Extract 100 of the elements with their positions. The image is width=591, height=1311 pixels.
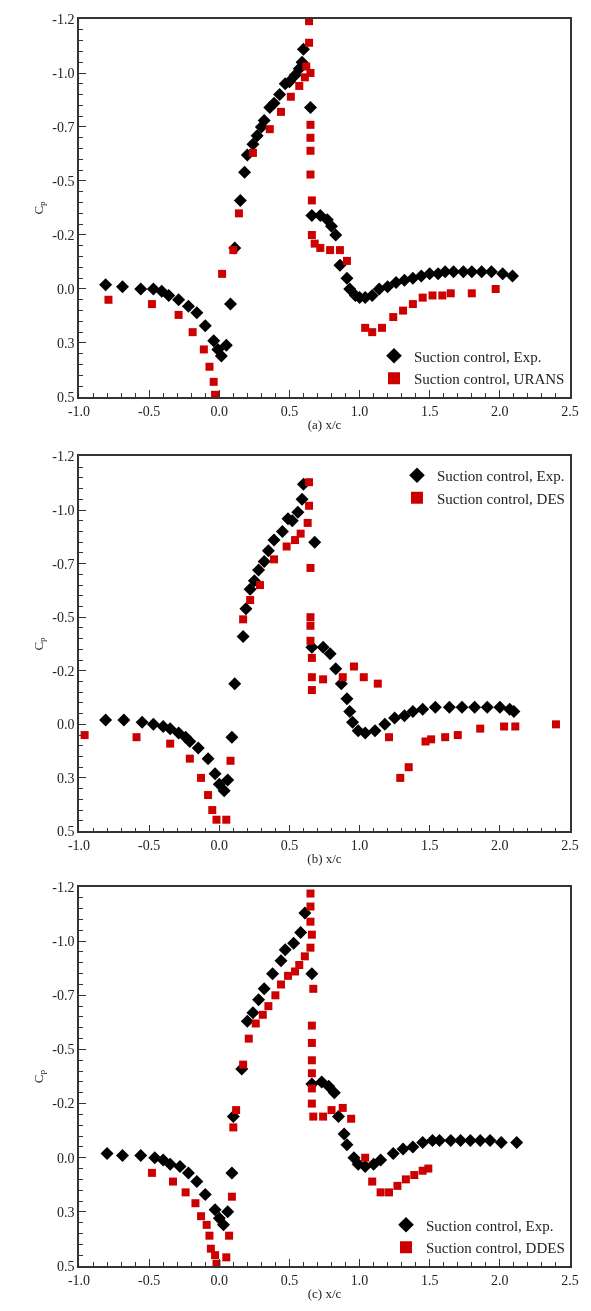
- point: [500, 722, 509, 731]
- point: [306, 902, 315, 911]
- x-tick-label: 2.0: [491, 403, 509, 419]
- point: [295, 961, 304, 969]
- point: [338, 673, 347, 682]
- point: [376, 1188, 385, 1197]
- point: [282, 542, 291, 551]
- point: [323, 647, 337, 661]
- y-tick-label: -0.5: [52, 1042, 75, 1058]
- point: [306, 917, 315, 926]
- point: [271, 991, 280, 1000]
- x-tick-label: 1.0: [350, 1272, 369, 1288]
- point: [275, 524, 289, 538]
- legend-label: Suction control, URANS: [414, 371, 565, 388]
- point: [307, 1038, 316, 1047]
- y-tick-label: -1.0: [52, 934, 75, 950]
- point: [446, 289, 455, 298]
- point: [307, 1069, 316, 1078]
- point: [416, 1136, 430, 1150]
- point: [132, 733, 141, 742]
- point: [99, 713, 113, 727]
- y-tick-label: -1.0: [52, 65, 75, 81]
- point: [104, 295, 113, 304]
- point: [306, 613, 315, 622]
- x-axis-title: (b) x/c: [307, 851, 342, 867]
- point: [251, 1019, 260, 1028]
- point: [183, 734, 197, 748]
- y-tick-label: -1.2: [52, 879, 75, 895]
- y-tick-label: -1.2: [52, 11, 75, 27]
- point: [258, 1010, 267, 1019]
- y-tick-label: -0.7: [52, 119, 75, 135]
- point: [335, 246, 344, 255]
- point: [212, 815, 221, 824]
- point: [337, 1127, 351, 1141]
- y-tick-label: 0.5: [56, 389, 75, 405]
- y-tick-label: -0.2: [52, 1096, 75, 1112]
- x-tick-label: 2.5: [561, 403, 579, 419]
- y-tick-label: 0.0: [56, 717, 75, 733]
- point: [135, 715, 149, 729]
- point: [306, 889, 315, 898]
- point: [208, 1203, 222, 1217]
- point: [216, 1218, 230, 1232]
- point: [261, 544, 275, 558]
- point: [306, 636, 315, 645]
- point: [319, 1112, 328, 1121]
- point: [418, 293, 427, 302]
- point: [408, 300, 417, 309]
- point: [346, 715, 360, 729]
- point: [204, 791, 213, 800]
- point: [396, 1142, 410, 1156]
- point: [401, 1175, 410, 1184]
- point: [246, 1006, 260, 1020]
- point: [305, 478, 314, 487]
- point: [368, 1177, 377, 1186]
- point: [244, 1034, 253, 1043]
- y-tick-label: 0.5: [56, 824, 75, 840]
- point: [397, 709, 411, 723]
- point: [322, 1079, 336, 1093]
- point: [476, 724, 485, 733]
- point: [306, 133, 315, 142]
- point: [307, 1021, 316, 1030]
- point: [551, 720, 560, 729]
- x-tick-label: 1.5: [420, 1272, 439, 1288]
- point: [147, 300, 156, 309]
- point: [441, 733, 450, 742]
- point: [309, 1112, 318, 1121]
- point: [147, 1168, 156, 1177]
- point: [252, 563, 266, 577]
- point: [343, 704, 357, 718]
- point: [148, 1151, 162, 1165]
- point: [428, 291, 437, 300]
- point: [374, 1153, 388, 1167]
- point: [163, 722, 177, 736]
- point: [166, 739, 175, 748]
- point: [416, 702, 430, 716]
- y-tick-label: 0.3: [56, 1204, 75, 1220]
- point: [410, 1171, 419, 1180]
- point: [201, 752, 215, 766]
- point: [491, 284, 500, 293]
- legend-label: Suction control, Exp.: [426, 1217, 554, 1234]
- point: [406, 1140, 420, 1154]
- point: [248, 148, 257, 157]
- point: [174, 310, 183, 319]
- point: [300, 952, 309, 961]
- x-tick-label: -1.0: [67, 1272, 91, 1288]
- legend-label: Suction control, DES: [437, 490, 565, 507]
- point: [385, 1188, 394, 1197]
- point: [378, 323, 387, 332]
- point: [388, 711, 402, 725]
- point: [291, 505, 305, 519]
- point: [100, 1146, 114, 1160]
- point: [389, 313, 398, 322]
- y-tick-label: 0.3: [56, 770, 75, 786]
- point: [208, 767, 222, 781]
- y-tick-label: 0.0: [56, 1150, 75, 1166]
- y-tick-label: 0.0: [56, 281, 75, 297]
- point: [307, 653, 316, 662]
- point: [368, 724, 382, 738]
- point: [115, 1149, 129, 1163]
- point: [197, 773, 206, 782]
